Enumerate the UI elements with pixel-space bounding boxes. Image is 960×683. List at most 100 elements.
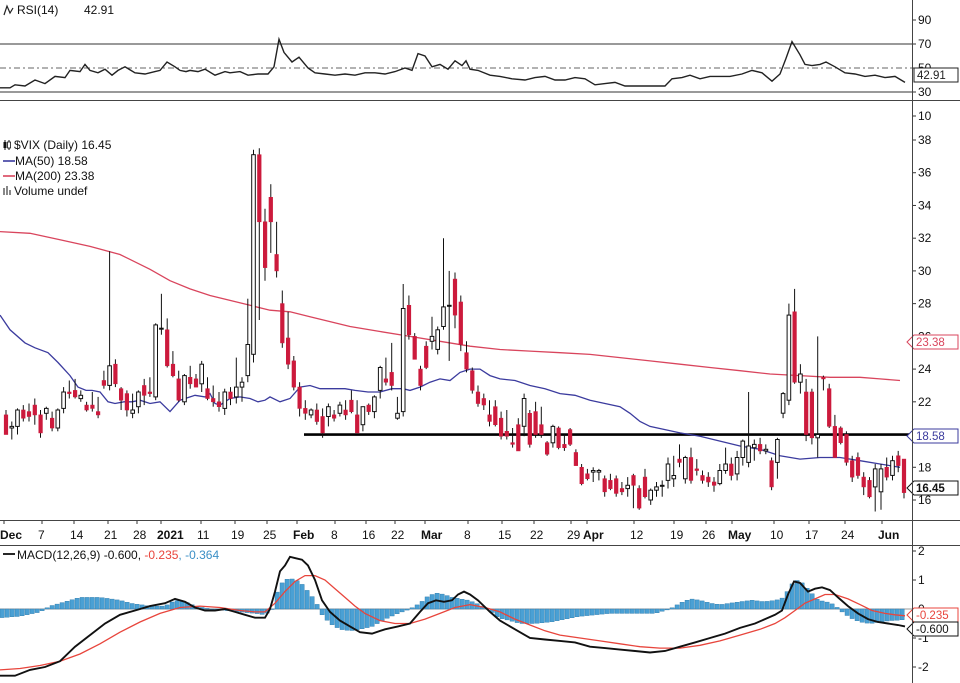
candle	[498, 411, 504, 440]
macd-histogram-bar	[674, 604, 680, 610]
candle	[642, 468, 648, 499]
macd-histogram-bar	[154, 605, 160, 610]
candle	[596, 468, 602, 481]
macd-histogram-bar	[659, 608, 665, 612]
price-legend-main: $VIX (Daily) 16.45	[14, 138, 112, 152]
candle-body-down	[867, 480, 872, 498]
candle-body-down	[458, 301, 463, 345]
macd-legend-text: MACD(12,26,9) -0.600, -0.235, -0.364	[17, 548, 219, 562]
candle-body-up	[377, 367, 383, 391]
macd-line	[0, 555, 906, 677]
candle-body-down	[516, 424, 521, 452]
macd-histogram-bar	[34, 608, 40, 613]
price-pane: 383634323028262422201816 $VIX (Daily) 16…	[0, 133, 959, 512]
last-price-tag: 16.45	[906, 480, 959, 496]
candle-body-down	[544, 442, 550, 455]
candle	[107, 251, 112, 391]
candle	[838, 426, 843, 445]
candle	[136, 390, 141, 414]
x-tick-label: 24	[841, 528, 855, 542]
candle-body-up	[159, 327, 164, 330]
ma200-tag-text: 23.38	[916, 337, 945, 349]
candle-body-up	[245, 344, 251, 377]
candle	[688, 447, 694, 484]
candle-body-down	[493, 406, 498, 426]
macd-histogram-bar	[739, 601, 745, 610]
macd-histogram-bar	[689, 598, 695, 610]
candle-body-down	[642, 476, 648, 498]
candle-body-down	[677, 458, 682, 463]
candle-body-up	[734, 457, 740, 475]
macd-histogram-bar	[819, 600, 825, 610]
candle	[337, 401, 343, 417]
x-tick-label: May	[728, 528, 752, 542]
macd-histogram-bar	[559, 608, 565, 620]
macd-histogram-bar	[29, 608, 35, 614]
candle-body-down	[510, 442, 515, 445]
ma50-value-tag: 18.58	[906, 428, 959, 444]
candle	[585, 468, 590, 481]
candle	[544, 441, 550, 456]
candle	[406, 295, 412, 340]
candle-body-up	[780, 393, 786, 414]
candle	[711, 477, 717, 492]
candle-body-down	[573, 452, 578, 466]
candle-body-down	[884, 466, 889, 478]
price-tick-labels: 383634323028262422201816	[912, 133, 932, 507]
macd-histogram-bar	[539, 608, 545, 624]
macd-histogram-bar	[724, 603, 730, 610]
macd-histogram-bar	[459, 599, 465, 610]
candle-body-down	[804, 391, 809, 435]
ma50-legend-label: MA(50) 18.58	[15, 154, 88, 168]
macd-histogram-bar	[759, 601, 765, 610]
x-tick-label: 21	[104, 528, 118, 542]
candle-body-down	[579, 466, 584, 484]
candle-body-down	[383, 378, 389, 383]
candle	[614, 475, 619, 497]
macd-histogram-bar	[624, 608, 630, 614]
candle	[896, 450, 901, 473]
candle	[850, 455, 855, 482]
candle-body-down	[297, 386, 302, 409]
candle-body-up	[625, 484, 631, 490]
macd-line-tag: -0.600	[906, 621, 959, 637]
macd-histogram-bar	[774, 599, 780, 610]
volume-legend-label: Volume undef	[14, 184, 88, 198]
candle-body-down	[637, 488, 642, 509]
candle	[113, 359, 118, 388]
candle-body-down	[291, 360, 296, 388]
candle	[625, 477, 631, 497]
candle-body-up	[199, 363, 204, 385]
candle	[602, 475, 607, 497]
candle-body-up	[55, 409, 61, 429]
macd-histogram-bar	[899, 608, 905, 621]
x-tick-label: 25	[263, 528, 277, 542]
candle	[366, 403, 371, 415]
candle-body-up	[683, 457, 688, 480]
candle-body-down	[470, 370, 475, 391]
macd-histogram-bar	[314, 604, 320, 610]
candle-body-down	[176, 378, 181, 401]
macd-histogram-bar	[299, 584, 305, 610]
candle	[314, 403, 320, 425]
x-tick-label: 19	[231, 528, 245, 542]
candle	[901, 458, 907, 499]
macd-histogram-bar	[824, 601, 830, 610]
macd-histogram-bar	[409, 607, 415, 610]
candle	[550, 424, 556, 448]
x-tick-label: 2021	[157, 528, 184, 542]
candle	[418, 365, 423, 391]
macd-histogram-bar	[594, 608, 600, 615]
candle-body-down	[268, 197, 273, 223]
candle-body-up	[872, 468, 878, 488]
macd-histogram-bar	[534, 608, 540, 624]
candle	[32, 398, 37, 425]
candle	[38, 410, 43, 438]
candle	[153, 323, 158, 401]
candle	[331, 410, 337, 422]
candle	[562, 434, 567, 451]
macd-histogram-bar	[714, 604, 720, 610]
macd-histogram-bar	[59, 602, 65, 610]
candle	[234, 357, 239, 404]
candle	[308, 408, 314, 419]
